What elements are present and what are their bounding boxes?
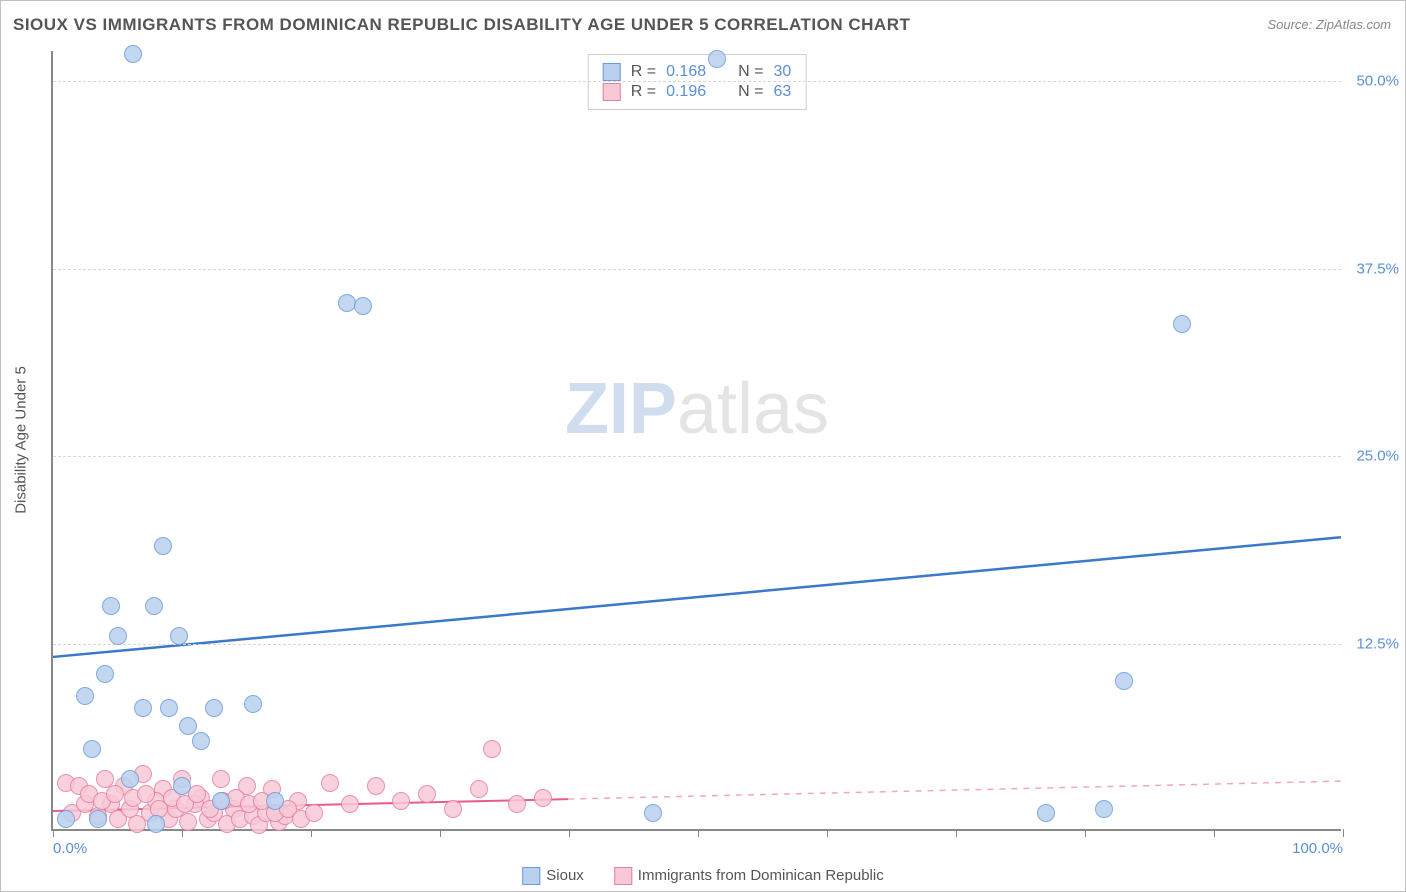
ytick-label: 12.5% [1356,635,1399,652]
sioux-point [96,665,114,683]
sioux-point [124,45,142,63]
legend-item-dominican: Immigrants from Dominican Republic [614,867,884,885]
dominican-point [321,774,339,792]
r-label: R = [631,63,656,81]
dominican-point [305,804,323,822]
sioux-point [57,810,75,828]
gridline [53,269,1341,270]
dominican-point [392,792,410,810]
dominican-point [341,795,359,813]
dominican-point [188,785,206,803]
xtick [311,829,312,837]
dominican-point [212,770,230,788]
dominican-point [367,777,385,795]
sioux-point [1037,804,1055,822]
r-value-a: 0.168 [666,63,706,81]
sioux-point [708,50,726,68]
legend-swatch-sioux [522,867,540,885]
stat-row-a: R = 0.168 N = 30 [603,63,792,81]
sioux-point [170,627,188,645]
sioux-point [354,297,372,315]
gridline [53,456,1341,457]
sioux-point [89,810,107,828]
sioux-point [244,695,262,713]
dominican-point [137,785,155,803]
xtick [440,829,441,837]
sioux-point [1115,672,1133,690]
legend-label-dominican: Immigrants from Dominican Republic [638,867,884,884]
sioux-point [1095,800,1113,818]
source-label: Source: ZipAtlas.com [1267,17,1391,32]
swatch-dominican [603,83,621,101]
xtick [569,829,570,837]
sioux-point [134,699,152,717]
n-label: N = [738,63,763,81]
legend-label-sioux: Sioux [546,867,584,884]
sioux-point [205,699,223,717]
r-label: R = [631,83,656,101]
gridline [53,81,1341,82]
ytick-label: 25.0% [1356,448,1399,465]
sioux-point [644,804,662,822]
xtick [1214,829,1215,837]
sioux-point [173,777,191,795]
xtick [827,829,828,837]
sioux-point [145,597,163,615]
dominican-point [534,789,552,807]
sioux-point [102,597,120,615]
dominican-point [106,785,124,803]
watermark-atlas: atlas [677,369,829,449]
xtick-label: 100.0% [1292,840,1343,857]
dominican-point [444,800,462,818]
xtick [53,829,54,837]
n-label: N = [738,83,763,101]
sioux-point [160,699,178,717]
xtick-label: 0.0% [53,840,87,857]
watermark: ZIPatlas [565,368,829,450]
gridline [53,644,1341,645]
stat-row-b: R = 0.196 N = 63 [603,83,792,101]
ytick-label: 50.0% [1356,73,1399,90]
swatch-sioux [603,63,621,81]
sioux-point [83,740,101,758]
dominican-point [470,780,488,798]
chart-title: SIOUX VS IMMIGRANTS FROM DOMINICAN REPUB… [13,15,910,35]
watermark-zip: ZIP [565,369,677,449]
dominican-point [508,795,526,813]
dominican-point [179,813,197,831]
sioux-point [1173,315,1191,333]
sioux-point [179,717,197,735]
sioux-point [192,732,210,750]
trend-lines-svg [53,51,1341,829]
sioux-point [121,770,139,788]
plot-area: Disability Age Under 5 ZIPatlas R = 0.16… [51,51,1341,831]
sioux-point [154,537,172,555]
dominican-point [418,785,436,803]
ytick-label: 37.5% [1356,260,1399,277]
r-value-b: 0.196 [666,83,706,101]
n-value-a: 30 [773,63,791,81]
sioux-point [76,687,94,705]
dominican-point [483,740,501,758]
xtick [956,829,957,837]
chart-container: SIOUX VS IMMIGRANTS FROM DOMINICAN REPUB… [0,0,1406,892]
stat-legend: R = 0.168 N = 30 R = 0.196 N = 63 [588,54,807,110]
sioux-point [147,815,165,833]
xtick [1085,829,1086,837]
xtick [1343,829,1344,837]
n-value-b: 63 [773,83,791,101]
xtick [182,829,183,837]
sioux-point [212,792,230,810]
xtick [698,829,699,837]
legend-item-sioux: Sioux [522,867,584,885]
bottom-legend: Sioux Immigrants from Dominican Republic [522,867,883,885]
y-axis-title: Disability Age Under 5 [13,366,30,514]
sioux-point [266,792,284,810]
sioux-point [109,627,127,645]
legend-swatch-dominican [614,867,632,885]
